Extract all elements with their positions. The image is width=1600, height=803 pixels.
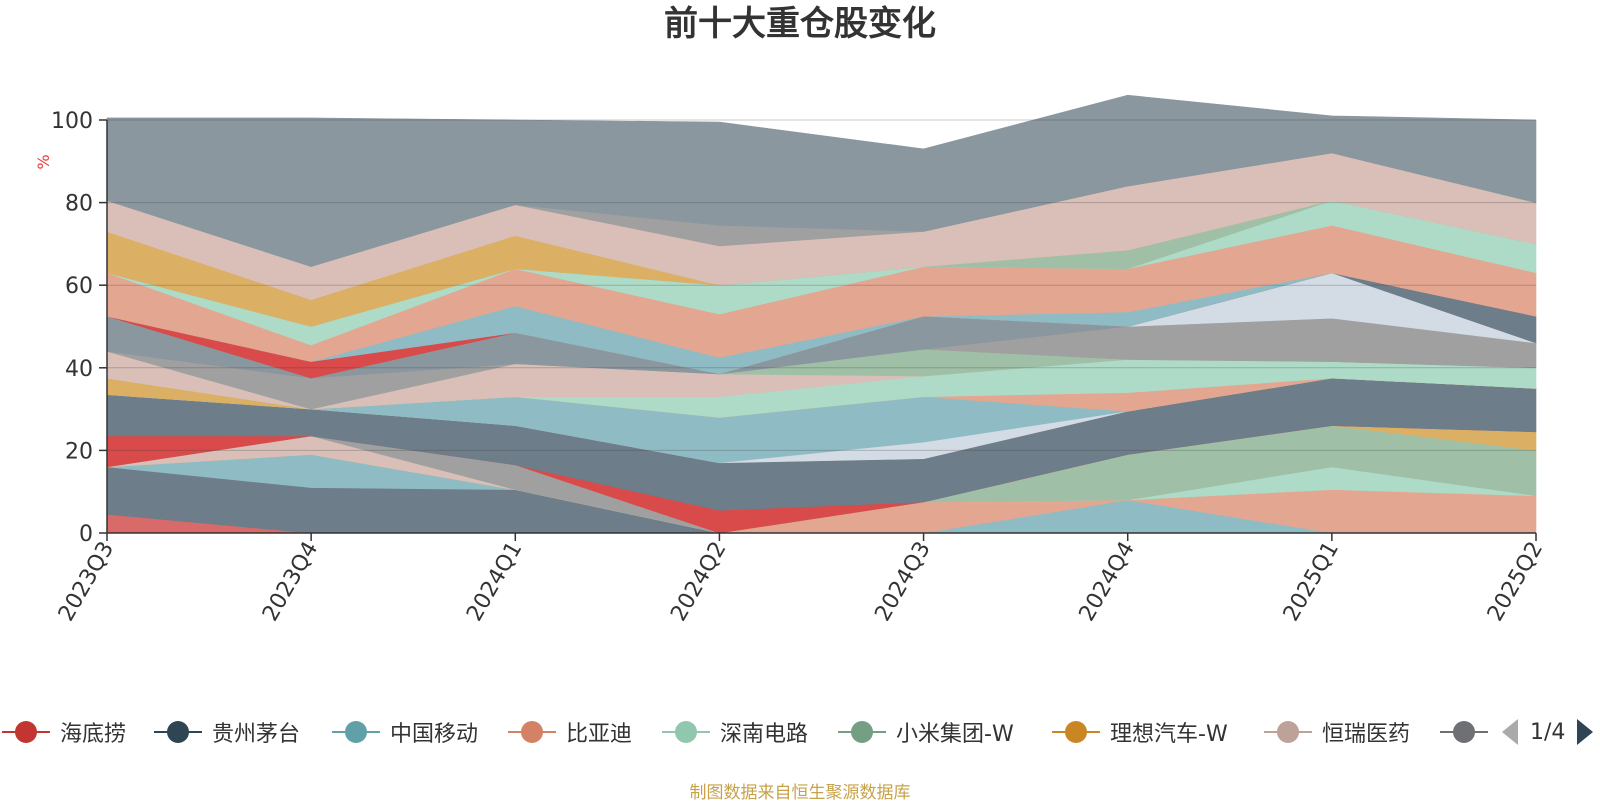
y-tick-label: 60 xyxy=(65,274,93,299)
legend-item[interactable]: 比亚迪 xyxy=(506,712,632,752)
axes xyxy=(106,120,1536,534)
y-axis-unit-label: % xyxy=(34,154,53,169)
legend-item[interactable]: 贵州茅台 xyxy=(152,712,300,752)
legend-marker-icon xyxy=(154,721,202,743)
legend-prev-page-icon[interactable] xyxy=(1500,717,1520,747)
legend-marker-icon xyxy=(332,721,380,743)
legend-marker-icon xyxy=(1052,721,1100,743)
y-tick-label: 0 xyxy=(79,522,93,547)
y-tick-label: 20 xyxy=(65,439,93,464)
legend-label: 中国移动 xyxy=(390,722,479,747)
legend-label: 理想汽车-W xyxy=(1110,722,1228,747)
legend-item[interactable]: 恒瑞医药 xyxy=(1262,712,1410,752)
legend-marker-icon xyxy=(838,721,886,743)
legend-pager: 1/4 xyxy=(1500,712,1595,752)
legend-item[interactable] xyxy=(1438,712,1490,752)
legend-label: 小米集团-W xyxy=(896,722,1014,747)
legend-marker-icon xyxy=(508,721,556,743)
legend-marker-icon xyxy=(662,721,710,743)
x-tick-labels: 2023Q3 2023Q4 2024Q1 2024Q2 2024Q3 2024Q4 2025… xyxy=(54,533,1548,626)
legend-label: 比亚迪 xyxy=(566,722,633,747)
legend-item[interactable]: 小米集团-W xyxy=(836,712,1014,752)
source-note: 制图数据来自恒生聚源数据库 xyxy=(689,783,911,803)
legend-label: 贵州茅台 xyxy=(212,722,301,747)
x-tick-label: 2023Q3 xyxy=(54,538,119,626)
legend-item[interactable]: 理想汽车-W xyxy=(1050,712,1228,752)
legend: 海底捞 贵州茅台 中国移动 比亚迪 深南电路 小米集团-W 理想汽车-W 恒瑞医药 xyxy=(0,712,1600,752)
legend-next-page-icon[interactable] xyxy=(1575,717,1595,747)
legend-item[interactable]: 深南电路 xyxy=(660,712,808,752)
legend-page-indicator: 1/4 xyxy=(1530,719,1566,745)
x-tick-label: 2024Q2 xyxy=(666,538,731,626)
y-tick-labels: 0 20 40 60 80 100 xyxy=(51,109,107,547)
y-tick-label: 100 xyxy=(51,109,93,134)
legend-item[interactable]: 海底捞 xyxy=(0,712,126,752)
legend-label: 恒瑞医药 xyxy=(1322,722,1411,747)
y-tick-label: 40 xyxy=(65,357,93,382)
legend-label: 海底捞 xyxy=(60,722,127,747)
x-tick-label: 2024Q1 xyxy=(462,538,527,626)
stacked-area-chart: 2023Q3 2023Q4 2024Q1 2024Q2 2024Q3 2024Q4 2025… xyxy=(34,94,1548,626)
legend-marker-icon xyxy=(2,721,50,743)
legend-marker-icon xyxy=(1264,721,1312,743)
x-tick-label: 2024Q4 xyxy=(1075,538,1140,626)
y-tick-label: 80 xyxy=(65,192,93,217)
area-layers xyxy=(106,94,1537,534)
legend-marker-icon xyxy=(1440,721,1488,743)
legend-item[interactable]: 中国移动 xyxy=(330,712,478,752)
x-tick-label: 2025Q2 xyxy=(1483,538,1548,626)
x-tick-label: 2023Q4 xyxy=(258,538,323,626)
area-series-31 xyxy=(106,94,1537,267)
legend-label: 深南电路 xyxy=(720,722,809,747)
x-tick-label: 2025Q1 xyxy=(1279,538,1344,626)
chart-title: 前十大重仓股变化 xyxy=(664,4,936,44)
x-tick-label: 2024Q3 xyxy=(870,538,935,626)
